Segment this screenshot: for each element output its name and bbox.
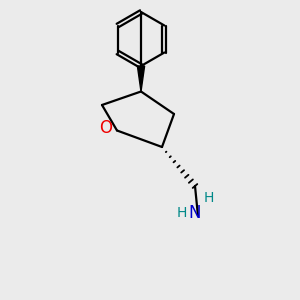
Polygon shape (137, 66, 145, 92)
Text: H: H (203, 191, 214, 205)
Text: O: O (99, 119, 112, 137)
Text: H: H (176, 206, 187, 220)
Text: N: N (189, 204, 201, 222)
